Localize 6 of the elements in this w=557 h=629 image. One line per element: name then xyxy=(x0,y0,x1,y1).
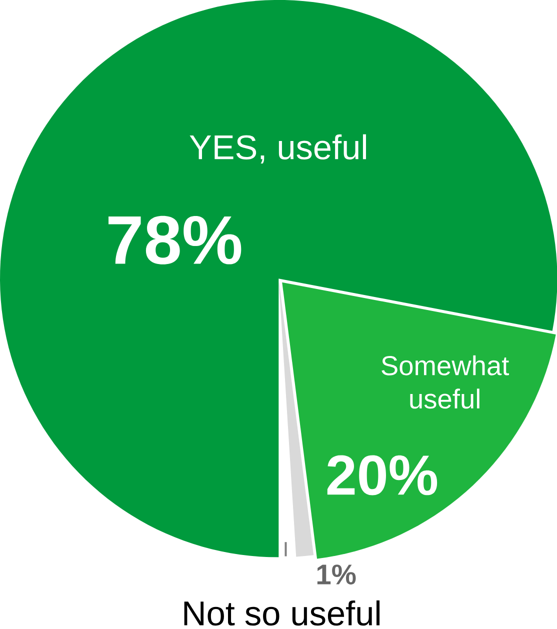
slice-label: Somewhat useful xyxy=(382,355,509,409)
data-label: 20% xyxy=(327,455,437,496)
slice-label: Not so useful xyxy=(184,600,380,626)
data-label: 78% xyxy=(108,216,242,264)
slice-label: YES, useful xyxy=(190,134,366,164)
data-label: 1% xyxy=(317,564,356,584)
